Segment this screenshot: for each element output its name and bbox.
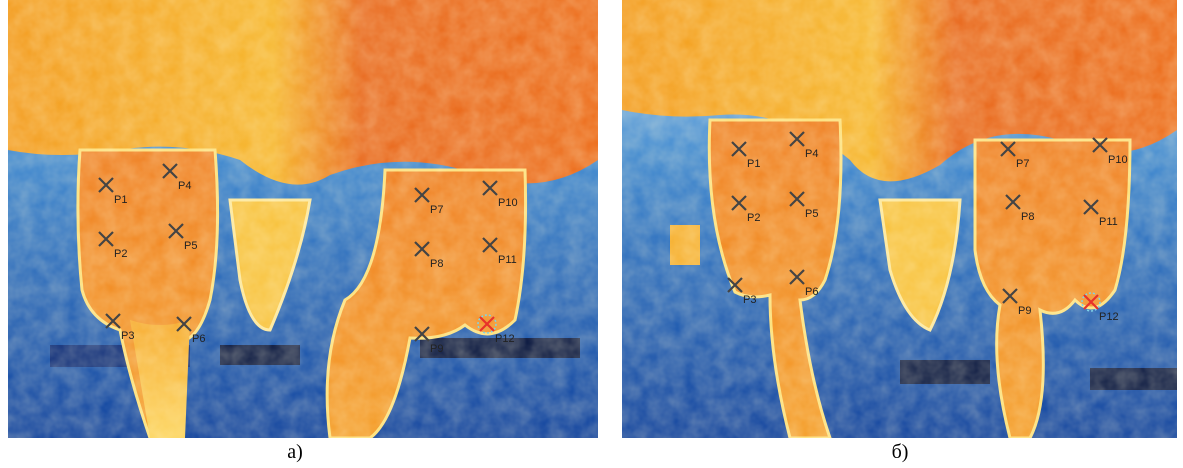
point-label: P6 [805,286,818,298]
point-label: P6 [192,333,205,345]
point-label: P9 [1018,305,1031,317]
point-label: P3 [743,294,756,306]
point-label: P12 [495,333,515,345]
point-label: P10 [498,197,518,209]
point-label: P2 [114,248,127,260]
point-label: P5 [184,240,197,252]
point-label: P11 [498,254,517,266]
caption: б) [892,441,909,463]
point-label: P12 [1099,311,1119,323]
point-label: P4 [178,180,191,192]
point-label: P3 [121,330,134,342]
point-label: P10 [1108,154,1128,166]
point-label: P5 [805,208,818,220]
caption: а) [287,441,303,463]
point-label: P4 [805,148,818,160]
point-label: P7 [430,204,443,216]
thermal-image-b [622,0,1177,438]
point-label: P8 [1021,211,1034,223]
figure: P1 P2 P3 P4 P5 P6 P7 P8 P9 P10 P11 P12 а) P1 P2 P3 P4 P5 P… [0,0,1183,468]
point-label: P1 [747,158,760,170]
point-label: P2 [747,212,760,224]
point-label: P7 [1016,158,1029,170]
point-label: P8 [430,258,443,270]
thermal-image-a [8,0,598,438]
point-label: P1 [114,194,127,206]
point-label: P11 [1099,216,1118,228]
point-label: P9 [430,343,443,355]
